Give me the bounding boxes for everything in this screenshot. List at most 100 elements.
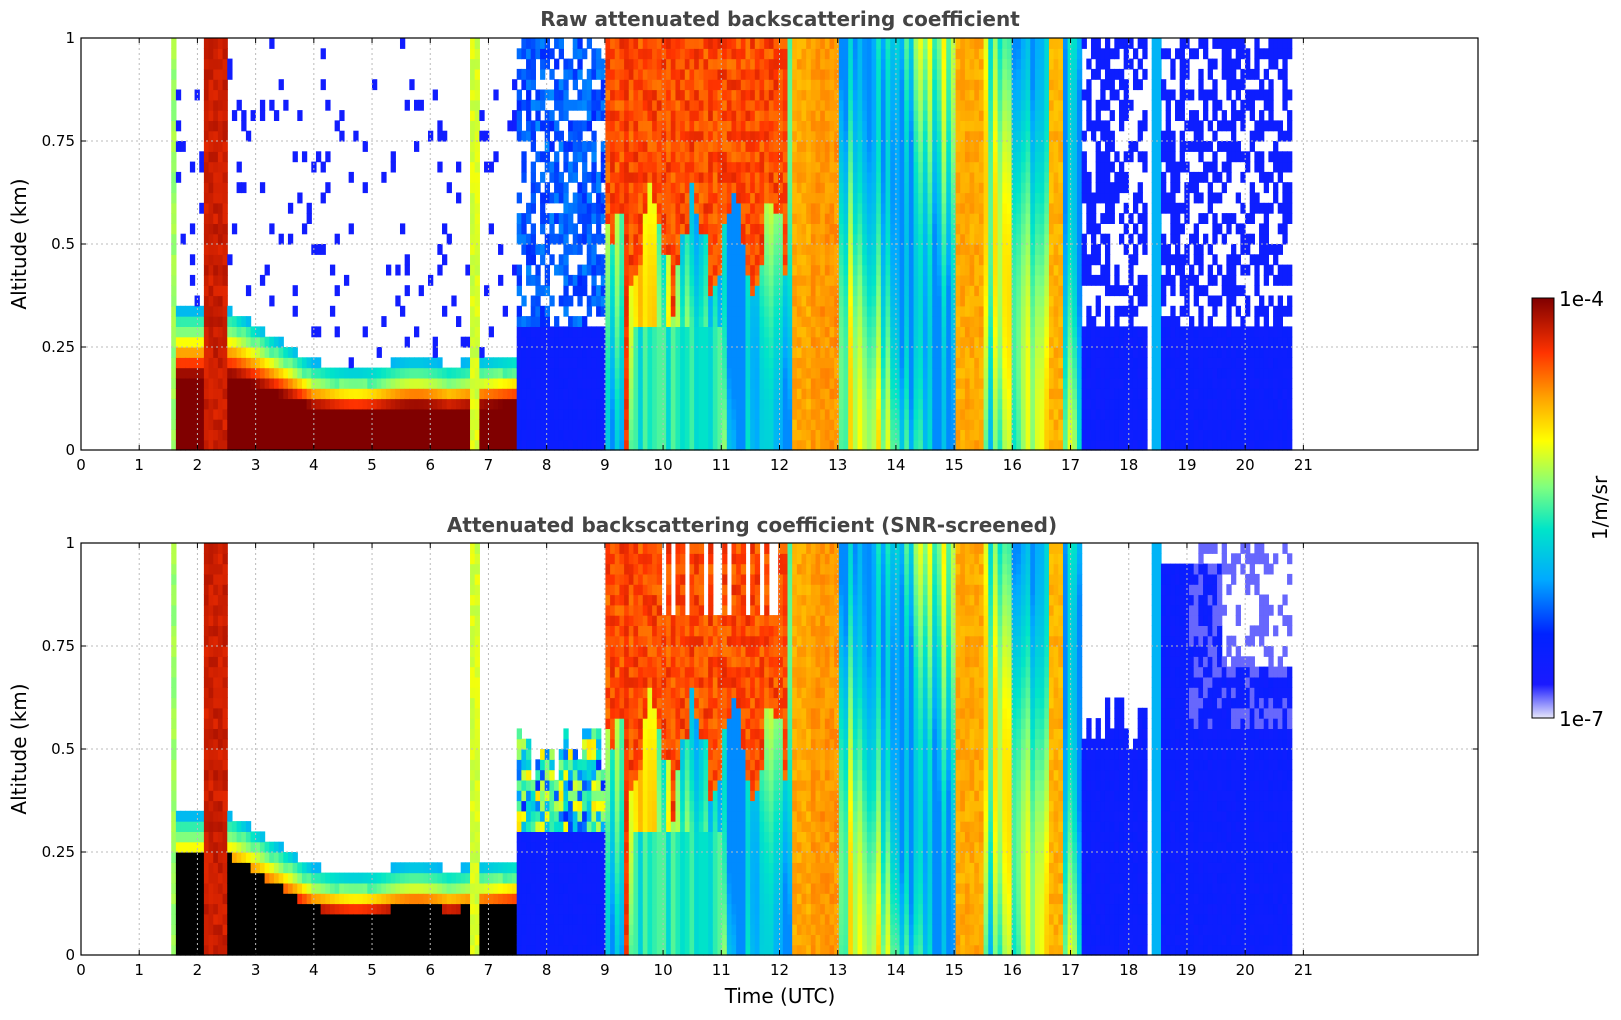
heatmap-cell (932, 316, 938, 327)
heatmap-cell (899, 202, 905, 214)
heatmap-cell (600, 367, 607, 379)
heatmap-cell (820, 89, 826, 101)
heatmap-cell (969, 377, 975, 389)
heatmap-cell (908, 336, 915, 348)
heatmap-cell (764, 233, 770, 245)
heatmap-cell (675, 38, 681, 49)
heatmap-cell (591, 182, 597, 194)
heatmap-cell (652, 171, 658, 183)
heatmap-cell (736, 264, 742, 276)
heatmap-cell (428, 130, 434, 142)
heatmap-cell (395, 367, 401, 379)
heatmap-cell (423, 419, 429, 430)
heatmap-cell (745, 419, 751, 430)
heatmap-cell (983, 48, 989, 60)
heatmap-cell (796, 223, 803, 235)
heatmap-cell (656, 233, 663, 245)
heatmap-cell (628, 377, 635, 389)
heatmap-cell (423, 388, 429, 400)
heatmap-cell (918, 151, 924, 163)
heatmap-cell (852, 89, 859, 101)
heatmap-cell (941, 130, 947, 142)
heatmap-cell (633, 79, 639, 91)
heatmap-cell (866, 58, 873, 70)
heatmap-cell (493, 408, 499, 420)
heatmap-cell (722, 377, 728, 389)
heatmap-cell (568, 141, 574, 152)
heatmap-cell (964, 151, 971, 163)
heatmap-cell (932, 398, 938, 410)
heatmap-cell (806, 151, 812, 163)
heatmap-cell (885, 274, 891, 286)
heatmap-cell (343, 419, 350, 430)
heatmap-cell (423, 429, 429, 441)
heatmap-cell (675, 233, 681, 245)
heatmap-cell (470, 408, 476, 420)
heatmap-cell (904, 161, 910, 173)
heatmap-cell (843, 58, 849, 70)
heatmap-cell (180, 357, 186, 369)
heatmap-cell (540, 99, 546, 111)
heatmap-cell (624, 89, 630, 101)
heatmap-cell (726, 429, 733, 441)
heatmap-cell (203, 429, 210, 441)
heatmap-cell (717, 141, 723, 152)
heatmap-cell (698, 285, 705, 297)
heatmap-cell (385, 398, 392, 410)
heatmap-cell (890, 367, 896, 379)
heatmap-cell (432, 419, 438, 430)
heatmap-cell (908, 79, 915, 91)
heatmap-cell (442, 419, 448, 430)
heatmap-cell (474, 233, 480, 245)
heatmap-cell (591, 326, 597, 338)
heatmap-cell (325, 182, 331, 194)
heatmap-cell (801, 377, 807, 389)
heatmap-cell (824, 305, 831, 317)
heatmap-cell (703, 305, 709, 317)
heatmap-cell (694, 68, 700, 80)
heatmap-cell (521, 244, 527, 255)
heatmap-cell (554, 58, 560, 70)
heatmap-cell (605, 254, 611, 266)
heatmap-cell (633, 233, 639, 245)
heatmap-cell (969, 99, 975, 111)
heatmap-cell (722, 244, 728, 255)
heatmap-cell (544, 367, 550, 379)
heatmap-cell (250, 388, 256, 400)
heatmap-cell (778, 38, 784, 49)
heatmap-cell (203, 68, 210, 80)
heatmap-cell (287, 357, 294, 369)
heatmap-cell (950, 244, 957, 255)
heatmap-cell (596, 68, 602, 80)
heatmap-cell (843, 295, 849, 307)
heatmap-cell (782, 233, 789, 245)
heatmap-cell (269, 439, 275, 451)
heatmap-cell (185, 398, 191, 410)
heatmap-cell (876, 151, 882, 163)
heatmap-cell (456, 161, 462, 173)
heatmap-cell (544, 213, 550, 224)
heatmap-cell (558, 408, 564, 420)
heatmap-cell (745, 347, 751, 358)
heatmap-cell (787, 130, 793, 142)
heatmap-cell (670, 223, 677, 235)
heatmap-cell (175, 367, 182, 379)
heatmap-cell (969, 48, 975, 60)
heatmap-cell (866, 408, 873, 420)
heatmap-cell (736, 120, 742, 132)
heatmap-cell (969, 202, 975, 214)
heatmap-cell (988, 388, 994, 400)
heatmap-cell (353, 130, 359, 142)
heatmap-cell (862, 367, 868, 379)
heatmap-cell (932, 254, 938, 266)
heatmap-cell (516, 377, 522, 389)
heatmap-cell (922, 161, 929, 173)
heatmap-cell (848, 367, 854, 379)
heatmap-cell (703, 182, 709, 194)
heatmap-cell (764, 213, 770, 224)
heatmap-cell (610, 254, 616, 266)
heatmap-cell (750, 429, 756, 441)
heatmap-cell (890, 213, 896, 224)
heatmap-cell (470, 316, 476, 327)
heatmap-cell (773, 79, 779, 91)
